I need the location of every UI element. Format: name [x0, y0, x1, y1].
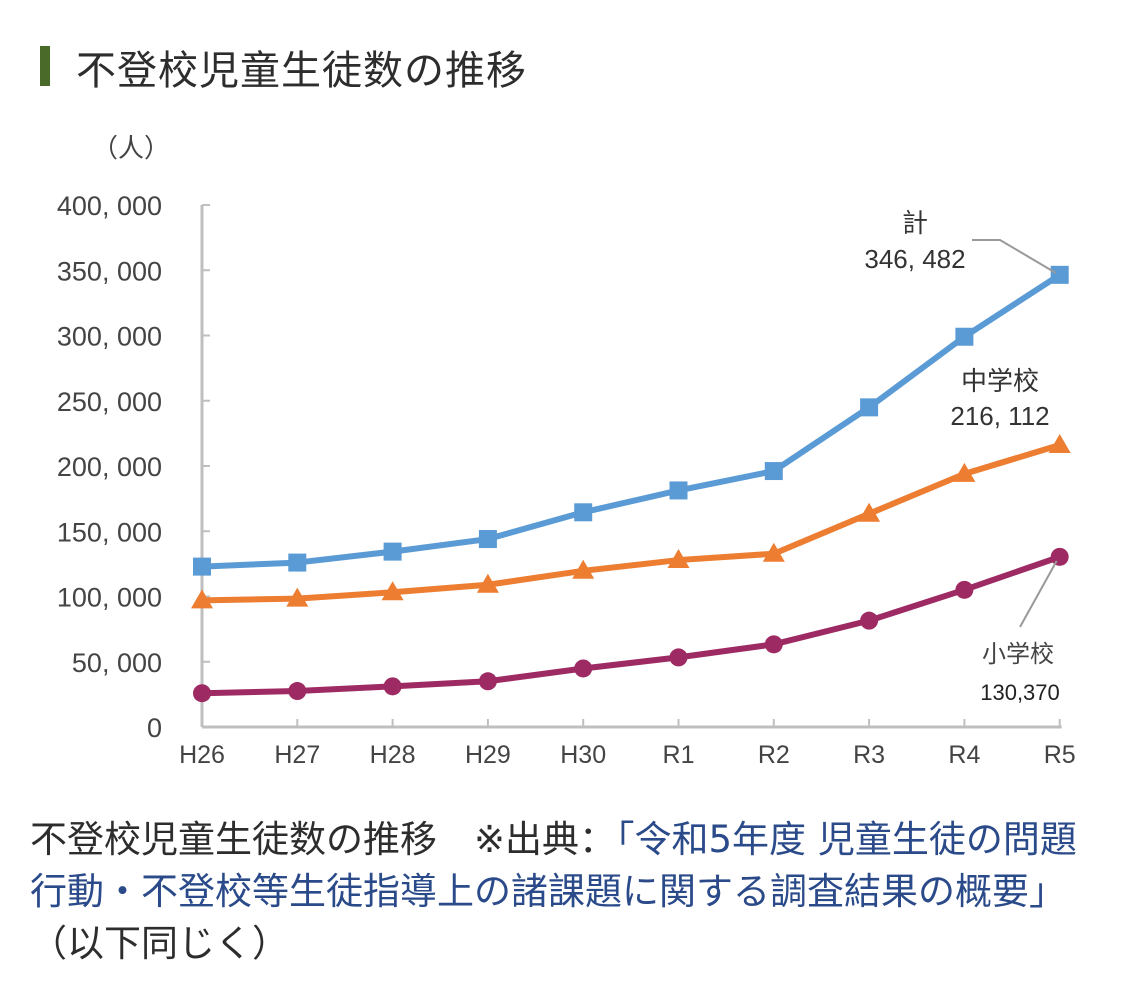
elementary-leader-line	[1019, 560, 1058, 628]
elementary-value-label: 130,370	[980, 680, 1060, 705]
data-point-elementary	[478, 672, 497, 691]
y-tick-label: 50, 000	[72, 648, 162, 678]
total-label: 計	[902, 208, 928, 238]
series-line-total	[201, 272, 1062, 570]
page-title: 不登校児童生徒数の推移	[76, 48, 527, 94]
data-point-elementary	[669, 648, 688, 667]
data-point-junior_high	[667, 549, 690, 569]
data-point-junior_high	[191, 589, 213, 609]
x-tick-label: R1	[663, 741, 695, 769]
data-point-junior_high	[762, 542, 785, 562]
data-point-junior_high	[953, 462, 976, 482]
y-tick-label: 100, 000	[57, 583, 162, 613]
data-point-total	[478, 530, 497, 549]
x-tick-label: H26	[179, 741, 225, 769]
caption-prefix: 不登校児童生徒数の推移 ※出典：	[30, 818, 617, 861]
y-tick-label: 200, 000	[57, 452, 162, 482]
data-point-junior_high	[858, 502, 881, 522]
data-point-elementary	[574, 659, 593, 678]
y-tick-label: 250, 000	[57, 387, 162, 417]
data-point-elementary	[288, 682, 307, 701]
data-point-elementary	[383, 677, 402, 696]
y-tick-label: 300, 000	[57, 322, 162, 352]
x-tick-label: R4	[948, 741, 980, 769]
x-tick-label: H27	[274, 741, 320, 769]
y-tick-label: 350, 000	[57, 256, 162, 286]
data-point-total	[193, 557, 211, 576]
data-point-total	[574, 503, 593, 522]
x-tick-label: H28	[370, 741, 416, 769]
data-point-elementary	[764, 635, 783, 654]
series-line-junior_high	[201, 442, 1061, 604]
data-point-junior_high	[286, 587, 309, 607]
y-axis-unit-label: （人）	[92, 134, 171, 164]
caption: 不登校児童生徒数の推移 ※出典：「令和5年度 児童生徒の問題行動・不登校等生徒指…	[30, 814, 1100, 970]
x-tick-label: H29	[465, 741, 511, 769]
data-point-junior_high	[1048, 433, 1071, 453]
y-tick-label: 150, 000	[57, 517, 162, 547]
x-tick-label: R2	[758, 741, 790, 769]
data-point-elementary	[860, 611, 879, 630]
x-tick-label: R3	[853, 741, 885, 769]
x-tick-label: R5	[1044, 741, 1076, 769]
data-point-elementary	[1050, 547, 1069, 566]
data-point-junior_high	[381, 581, 404, 601]
data-point-total	[383, 542, 402, 561]
junior-high-value-label: 216, 112	[950, 401, 1049, 431]
total-value-label: 346, 482	[864, 244, 965, 274]
data-point-elementary	[955, 580, 974, 599]
y-tick-label: 0	[147, 713, 162, 743]
x-tick-label: H30	[560, 741, 606, 769]
data-point-total	[955, 327, 974, 346]
data-point-total	[288, 553, 307, 572]
data-point-total	[1050, 265, 1069, 284]
y-tick-label: 400, 000	[57, 191, 162, 221]
elementary-label: 小学校	[982, 641, 1054, 668]
data-point-total	[860, 398, 879, 417]
line-chart: 0 50, 000 100, 000 150, 000 200, 000 250, 000…	[57, 191, 1076, 769]
junior-high-label: 中学校	[961, 366, 1039, 396]
data-point-total	[764, 462, 783, 481]
title-accent-bar	[40, 46, 50, 86]
source-link[interactable]: 「令和5年度 児童生徒の問題行動・不登校等生徒指導上の諸課題に関する調査結果の概…	[30, 818, 1077, 913]
data-point-junior_high	[476, 573, 499, 593]
series-line-elementary	[201, 554, 1061, 697]
data-point-total	[669, 481, 688, 500]
data-point-junior_high	[572, 559, 595, 579]
data-point-elementary	[193, 684, 211, 703]
caption-suffix: （以下同じく）	[30, 922, 289, 965]
total-leader-line	[972, 239, 1057, 274]
